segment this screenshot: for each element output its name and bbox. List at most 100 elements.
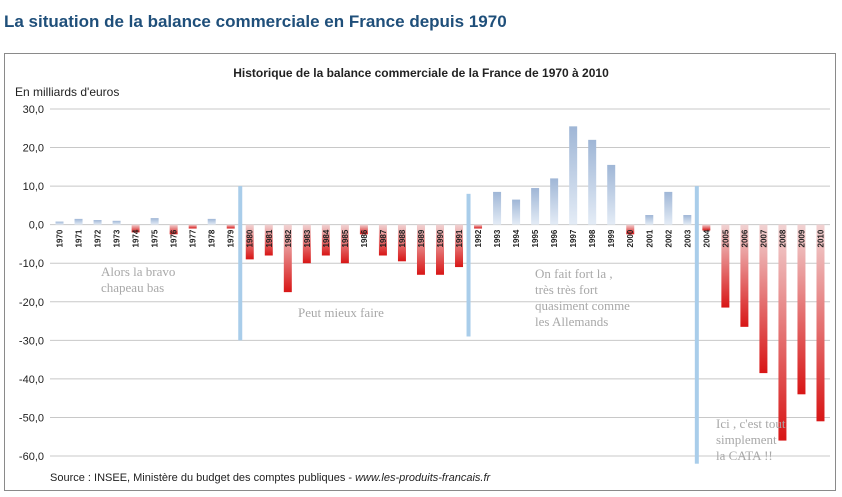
- y-tick-label: 10,0: [23, 181, 44, 193]
- x-tick-label: 1993: [493, 229, 502, 247]
- y-tick-labels: 30,0 20,0 10,0 0,0 -10,0 -20,0 -30,0 -40,0 -50,0…: [19, 104, 44, 463]
- bar: [626, 224, 635, 235]
- annotation-line: chapeau bas: [101, 280, 164, 295]
- x-tick-label: 1980: [246, 229, 255, 247]
- annotation-line: Alors la bravo: [101, 264, 175, 279]
- x-tick-label: 1973: [113, 229, 122, 247]
- y-tick-label: 0,0: [29, 220, 44, 232]
- x-tick-label: 1994: [512, 229, 521, 247]
- bar: [778, 224, 787, 441]
- y-tick-label: -50,0: [19, 412, 44, 424]
- bar: [493, 191, 502, 225]
- bar: [531, 188, 540, 225]
- x-tick-label: 1990: [436, 229, 445, 247]
- bar: [283, 224, 292, 293]
- x-tick-label: 2003: [683, 229, 692, 247]
- bar: [302, 224, 311, 264]
- bar: [474, 224, 483, 229]
- x-tick-label: 1972: [94, 229, 103, 247]
- bar: [512, 199, 521, 225]
- x-tick-label: 1995: [531, 229, 540, 247]
- period-dividers: [238, 186, 699, 464]
- bar: [150, 218, 159, 225]
- bar: [607, 164, 616, 225]
- x-tick-label: 1981: [265, 229, 274, 247]
- annotation-text: On fait fort la , très très fort quasiment…: [535, 266, 630, 329]
- x-tick-label: 2010: [816, 229, 825, 247]
- page-heading: La situation de la balance commerciale e…: [4, 12, 507, 31]
- bar: [550, 178, 559, 225]
- annotation-line: Ici , c'est tout: [716, 416, 786, 431]
- bar: [226, 224, 235, 229]
- x-tick-label: 1974: [132, 229, 141, 247]
- source-note: Source : INSEE, Ministère du budget des …: [50, 472, 492, 484]
- bar: [169, 224, 178, 235]
- x-tick-label: 1991: [455, 229, 464, 247]
- x-tick-label: 1971: [75, 229, 84, 247]
- x-tick-label: 2000: [626, 229, 635, 247]
- x-tick-label: 1970: [56, 229, 65, 247]
- x-tick-label: 2001: [645, 229, 654, 247]
- x-tick-label: 1982: [284, 229, 293, 247]
- x-tick-label: 1992: [474, 229, 483, 247]
- bar: [378, 224, 387, 256]
- x-tick-label: 1989: [417, 229, 426, 247]
- x-tick-label: 1997: [569, 229, 578, 247]
- x-tick-label: 2008: [778, 229, 787, 247]
- period-divider: [466, 193, 471, 337]
- period-divider: [238, 186, 243, 341]
- bar: [264, 224, 273, 256]
- y-tick-label: -10,0: [19, 258, 44, 270]
- annotation-line: simplement: [716, 432, 777, 447]
- x-tick-label: 1985: [341, 229, 350, 247]
- x-tick-label: 1976: [170, 229, 179, 247]
- gridlines: [50, 108, 830, 457]
- annotation-text: Ici , c'est tout simplement la CATA !!: [716, 416, 786, 463]
- bar: [93, 220, 102, 225]
- x-tick-label: 2009: [797, 229, 806, 247]
- bars: [55, 126, 825, 441]
- bar: [245, 224, 254, 260]
- x-tick-label: 1983: [303, 229, 312, 247]
- y-tick-label: 30,0: [23, 104, 44, 116]
- bar: [416, 224, 425, 275]
- x-tick-label: 2005: [721, 229, 730, 247]
- bar: [207, 218, 216, 225]
- annotation-line: très très fort: [535, 282, 598, 297]
- bar: [797, 224, 806, 395]
- x-tick-label: 1986: [360, 229, 369, 247]
- y-tick-label: -20,0: [19, 297, 44, 309]
- bar: [702, 224, 711, 231]
- bar: [664, 191, 673, 225]
- x-tick-label: 1988: [398, 229, 407, 247]
- x-tick-label: 1998: [588, 229, 597, 247]
- x-tick-label: 1987: [379, 229, 388, 247]
- x-tick-label: 1984: [322, 229, 331, 247]
- x-tick-label: 1977: [189, 229, 198, 247]
- x-tick-label: 1979: [227, 229, 236, 247]
- y-tick-label: -30,0: [19, 335, 44, 347]
- chart-title: Historique de la balance commerciale de …: [233, 66, 609, 80]
- bar: [740, 224, 749, 327]
- x-tick-label: 1978: [208, 229, 217, 247]
- x-tick-label: 1996: [550, 229, 559, 247]
- source-label: Source : INSEE, Ministère du budget des …: [50, 472, 355, 484]
- y-tick-label: -60,0: [19, 451, 44, 463]
- annotation-line: quasiment comme: [535, 298, 630, 313]
- y-tick-label: 20,0: [23, 143, 44, 155]
- annotation-line: la CATA !!: [716, 448, 773, 463]
- bar: [683, 215, 692, 225]
- x-tick-label: 1975: [151, 229, 160, 247]
- x-tick-label: 2006: [740, 229, 749, 247]
- x-tick-label: 2004: [702, 229, 711, 247]
- bar: [321, 224, 330, 256]
- bar: [455, 224, 464, 268]
- bar: [112, 220, 121, 225]
- bar: [645, 215, 654, 225]
- bar: [588, 139, 597, 225]
- bar: [436, 224, 444, 275]
- y-tick-label: -40,0: [19, 374, 44, 386]
- chart-container: 1970 1971 1972 1973 1974 1975 1976 1977 1978 1979…: [4, 53, 836, 491]
- bar: [359, 224, 368, 235]
- annotation-line: On fait fort la ,: [535, 266, 613, 281]
